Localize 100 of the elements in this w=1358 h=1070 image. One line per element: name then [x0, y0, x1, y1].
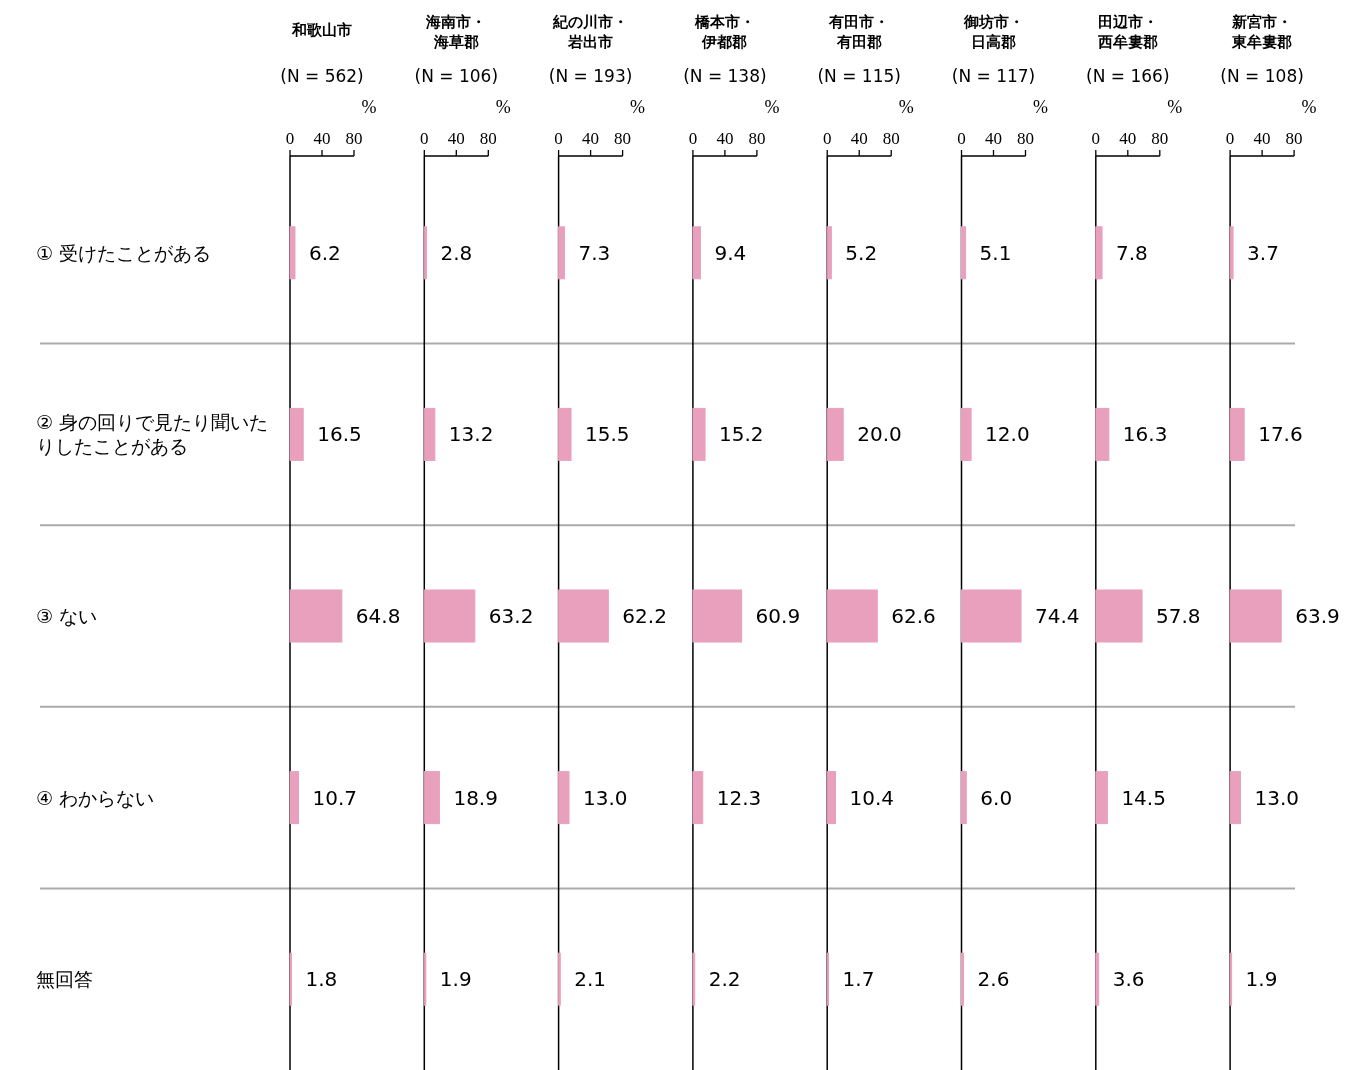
x-tick-label: 80 [614, 128, 632, 148]
data-label: 62.2 [622, 604, 667, 628]
x-tick-label: 0 [420, 128, 429, 148]
data-label: 20.0 [857, 422, 902, 447]
bar [826, 771, 837, 825]
bar [961, 589, 1022, 643]
chart-subtitle: (N = 166) [1086, 66, 1170, 86]
data-label: 13.0 [583, 785, 628, 810]
chart-subtitle: (N = 193) [548, 66, 633, 86]
data-label: 5.2 [845, 240, 878, 265]
chart-title: 紀の川市・岩出市 [552, 13, 629, 51]
data-label: 62.6 [891, 604, 936, 628]
x-tick-label: 0 [688, 128, 698, 148]
bar [961, 407, 972, 461]
x-tick-label: 80 [345, 128, 363, 148]
x-tick-label: 0 [285, 128, 295, 148]
chart-subtitle: (N = 106) [414, 66, 499, 86]
bar [423, 226, 428, 280]
bar [961, 952, 965, 1006]
data-label: 10.7 [312, 785, 358, 810]
x-tick-label: 40 [313, 128, 331, 148]
x-axis-title: % [495, 97, 511, 117]
bar [1095, 952, 1100, 1006]
bar [1229, 771, 1241, 825]
x-tick-label: 40 [447, 128, 465, 148]
data-label: 7.8 [1116, 240, 1148, 265]
data-label: 1.8 [305, 967, 338, 992]
chart-subtitle: (N = 117) [951, 66, 1036, 86]
y-tick-label: ③ ない [36, 605, 98, 627]
x-tick-label: 80 [1017, 128, 1034, 148]
y-tick-label: ① 受けたことがある [36, 241, 212, 264]
bar [961, 226, 967, 280]
x-tick-label: 80 [1285, 128, 1303, 148]
data-label: 60.9 [755, 604, 801, 628]
x-axis-title: % [1033, 97, 1048, 117]
chart-title: 有田市・有田郡 [828, 13, 890, 51]
bar [558, 407, 572, 461]
x-axis-title: % [898, 97, 914, 117]
bar [1095, 771, 1108, 825]
data-label: 74.4 [1035, 604, 1080, 628]
x-tick-label: 80 [882, 128, 900, 148]
x-tick-label: 0 [957, 128, 966, 148]
bar [423, 589, 476, 643]
x-tick-label: 80 [1151, 128, 1169, 148]
x-tick-label: 0 [1225, 128, 1235, 148]
chart-subtitle: (N = 138) [683, 66, 767, 86]
data-label: 9.4 [714, 240, 747, 265]
bar [692, 407, 706, 461]
x-tick-label: 40 [985, 128, 1002, 148]
x-tick-label: 40 [1119, 128, 1137, 148]
x-tick-label: 40 [716, 128, 734, 148]
bar [1095, 589, 1143, 643]
bar [961, 771, 967, 825]
x-axis-title: % [764, 97, 780, 117]
x-axis-title: % [361, 97, 377, 117]
x-tick-label: 40 [850, 128, 868, 148]
data-label: 63.9 [1295, 604, 1340, 628]
data-label: 3.6 [1112, 967, 1145, 992]
bar [826, 589, 878, 643]
chart-subtitle: (N = 115) [817, 66, 901, 86]
chart-title: 新宮市・東牟婁郡 [1231, 13, 1293, 51]
bar [558, 226, 565, 280]
data-label: 6.2 [308, 240, 341, 265]
bar [558, 589, 609, 643]
data-label: 5.1 [979, 240, 1012, 265]
data-label: 2.1 [574, 967, 607, 992]
bar [692, 771, 704, 825]
x-axis-title: % [1301, 97, 1317, 117]
x-tick-label: 80 [479, 128, 497, 148]
chart-title: 和歌山市 [291, 21, 352, 39]
data-label: 16.5 [317, 422, 362, 447]
data-label: 16.3 [1122, 422, 1168, 447]
data-label: 18.9 [453, 785, 498, 810]
chart-title: 橋本市・伊都郡 [693, 13, 755, 51]
bar [423, 407, 436, 461]
data-label: 17.6 [1258, 422, 1303, 447]
data-label: 3.7 [1247, 240, 1279, 265]
data-label: 7.3 [578, 240, 611, 265]
x-axis-title: % [1167, 97, 1183, 117]
bar [423, 771, 440, 825]
data-label: 1.9 [439, 967, 472, 992]
data-label: 1.7 [842, 967, 875, 992]
data-label: 12.0 [985, 422, 1030, 447]
bar [289, 226, 296, 280]
bar [1229, 226, 1234, 280]
data-label: 2.6 [977, 967, 1010, 992]
bar [692, 226, 701, 280]
x-tick-label: 80 [748, 128, 766, 148]
chart-title: 海南市・海草郡 [425, 13, 487, 51]
bar [1095, 407, 1110, 461]
chart-subtitle: (N = 562) [280, 66, 364, 86]
data-label: 64.8 [355, 604, 401, 628]
y-tick-label: 無回答 [36, 968, 93, 991]
data-label: 1.9 [1245, 967, 1278, 992]
data-label: 15.5 [585, 422, 630, 447]
data-label: 12.3 [716, 785, 762, 810]
x-tick-label: 40 [1253, 128, 1271, 148]
data-label: 15.2 [719, 422, 764, 447]
y-tick-label: ④ わからない [36, 786, 155, 809]
x-tick-label: 0 [1091, 128, 1101, 148]
